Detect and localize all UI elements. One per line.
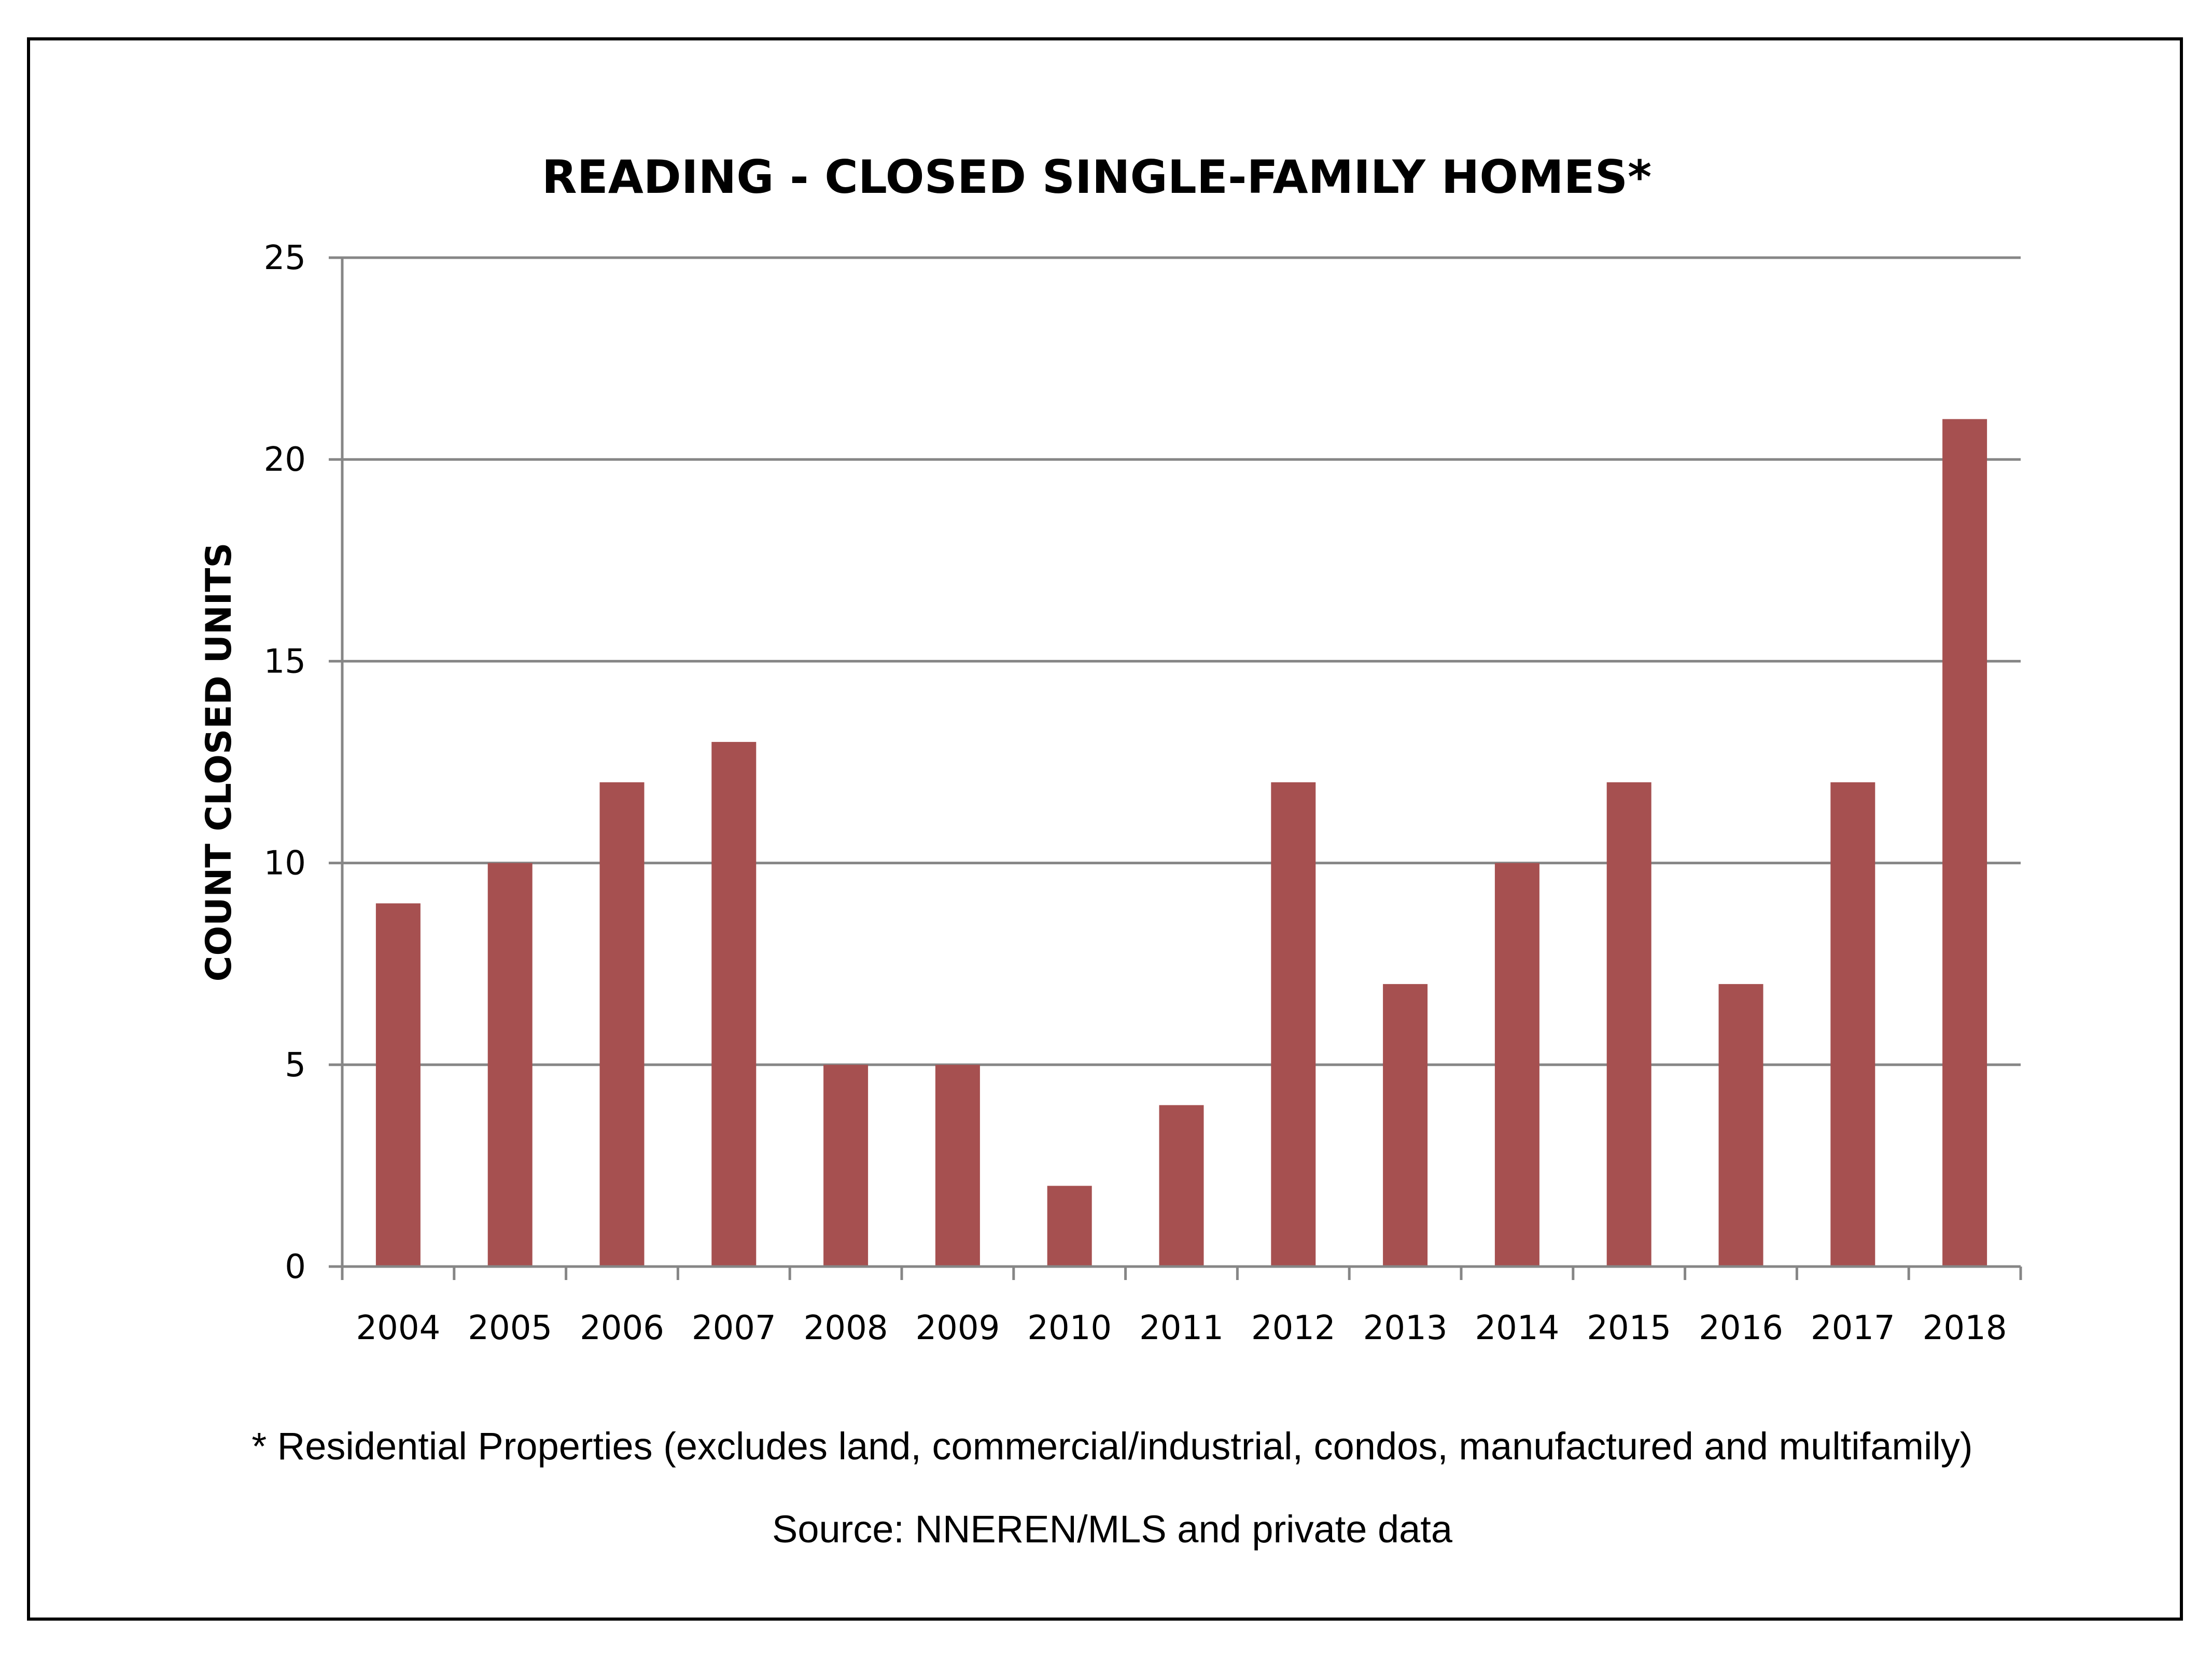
x-tick-label: 2004 — [356, 1309, 440, 1347]
x-tick-label: 2016 — [1699, 1309, 1783, 1347]
x-tick-label: 2009 — [915, 1309, 1000, 1347]
y-tick-label: 10 — [264, 845, 306, 883]
source-note: Source: NNEREN/MLS and private data — [772, 1508, 1453, 1551]
bar-2015 — [1606, 782, 1651, 1267]
x-tick-label: 2018 — [1923, 1309, 2007, 1347]
bar-2008 — [823, 1064, 869, 1267]
bar-2004 — [375, 903, 421, 1267]
x-tick-label: 2006 — [580, 1309, 664, 1347]
x-tick-label: 2015 — [1587, 1309, 1671, 1347]
y-axis-title: COUNT CLOSED UNITS — [199, 543, 240, 982]
y-tick-label: 25 — [264, 239, 306, 277]
x-tick-label: 2012 — [1251, 1309, 1336, 1347]
y-tick-label: 5 — [285, 1046, 306, 1085]
chart-title: READING - CLOSED SINGLE-FAMILY HOMES* — [542, 150, 1651, 204]
chart-frame — [27, 37, 2183, 1621]
x-tick-label: 2010 — [1027, 1309, 1112, 1347]
x-tick-label: 2008 — [804, 1309, 888, 1347]
bar-2017 — [1830, 782, 1875, 1267]
bar-2018 — [1942, 419, 1987, 1267]
bar-2012 — [1271, 782, 1316, 1267]
axes — [341, 258, 2022, 1280]
bar-2011 — [1159, 1105, 1204, 1267]
x-tick-label: 2014 — [1475, 1309, 1559, 1347]
bar-2014 — [1494, 863, 1539, 1267]
y-tick-labels: 0 5 10 15 20 25 — [264, 239, 306, 1286]
bar-2016 — [1718, 984, 1763, 1267]
x-tick-label: 2013 — [1363, 1309, 1448, 1347]
bars — [375, 419, 1987, 1267]
bar-2005 — [487, 863, 533, 1267]
x-tick-label: 2007 — [692, 1309, 776, 1347]
y-tick-label: 20 — [264, 441, 306, 479]
bar-2006 — [599, 782, 645, 1267]
bar-2013 — [1383, 984, 1428, 1267]
x-tick-label: 2011 — [1139, 1309, 1224, 1347]
bar-2010 — [1047, 1186, 1092, 1267]
footnote: * Residential Properties (excludes land,… — [251, 1425, 1972, 1468]
y-tick-label: 0 — [285, 1248, 306, 1286]
bar-2007 — [711, 742, 757, 1267]
x-tick-label: 2017 — [1811, 1309, 1895, 1347]
x-tick-labels: 2004 2005 2006 2007 2008 2009 2010 2011 2012 2013… — [356, 1309, 2007, 1347]
x-tick-label: 2005 — [468, 1309, 552, 1347]
y-tick-label: 15 — [264, 642, 306, 681]
bar-2009 — [935, 1064, 980, 1267]
